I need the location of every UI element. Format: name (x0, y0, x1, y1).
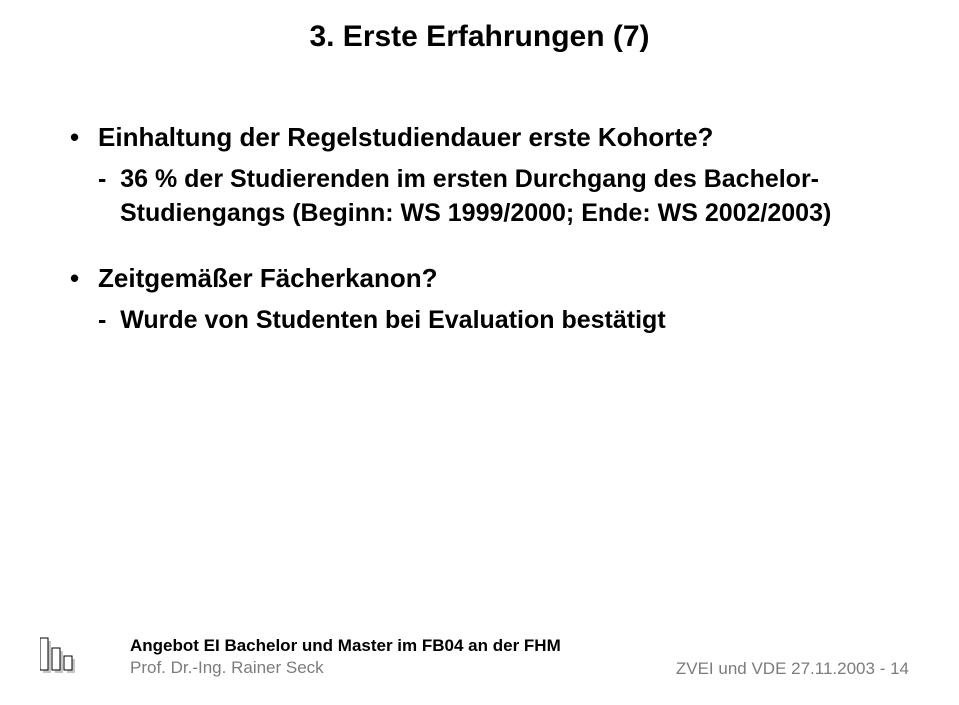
footer-line1: Angebot EI Bachelor und Master im FB04 a… (130, 635, 561, 657)
sub-bullet-text: Wurde von Studenten bei Evaluation bestä… (120, 306, 665, 334)
bullet-marker: • (70, 261, 98, 296)
bullet-text: Einhaltung der Regelstudiendauer erste K… (98, 122, 713, 152)
slide: 3. Erste Erfahrungen (7) •Einhaltung der… (0, 0, 959, 705)
footer-line2: Prof. Dr.-Ing. Rainer Seck (130, 657, 561, 679)
sub-bullet: - Wurde von Studenten bei Evaluation bes… (70, 304, 889, 338)
bullet-marker: • (70, 120, 98, 155)
bullet-text: Zeitgemäßer Fächerkanon? (98, 263, 438, 293)
slide-footer: Angebot EI Bachelor und Master im FB04 a… (0, 625, 959, 685)
sub-bullet: - 36 % der Studierenden im ersten Durchg… (70, 163, 889, 231)
slide-title: 3. Erste Erfahrungen (7) (0, 20, 959, 54)
bullet-item: •Einhaltung der Regelstudiendauer erste … (70, 120, 889, 155)
fhm-logo-icon (40, 630, 90, 681)
bullet-item: •Zeitgemäßer Fächerkanon? (70, 261, 889, 296)
footer-right: ZVEI und VDE 27.11.2003 - 14 (676, 659, 909, 679)
footer-left: Angebot EI Bachelor und Master im FB04 a… (130, 635, 561, 679)
slide-content: •Einhaltung der Regelstudiendauer erste … (70, 120, 889, 367)
sub-bullet-text: 36 % der Studierenden im ersten Durchgan… (120, 165, 831, 227)
